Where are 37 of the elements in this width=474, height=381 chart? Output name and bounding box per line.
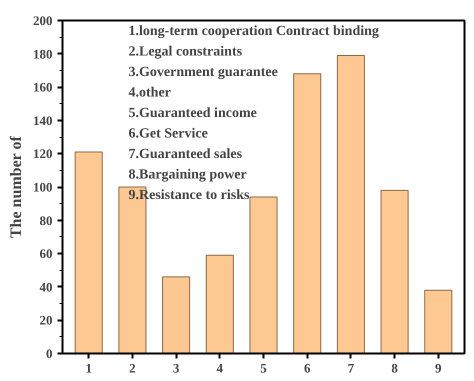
annotation: 4.other — [128, 86, 171, 100]
bar — [293, 73, 322, 354]
bar — [249, 196, 278, 354]
y-axis-title: The number of — [8, 136, 25, 238]
annotation: 7.Guaranteed sales — [128, 147, 243, 162]
annotation: 6.Get Service — [128, 126, 208, 142]
bar — [336, 54, 365, 354]
annotation: 8.Bargaining power — [128, 168, 247, 182]
bar — [206, 254, 234, 354]
x-tick-label: 4 — [216, 360, 224, 376]
bar — [162, 276, 190, 354]
y-tick-label: 0 — [46, 346, 52, 361]
y-tick-label: 60 — [40, 246, 52, 262]
x-tick-label: 6 — [304, 360, 311, 376]
annotation: 2.Legal constraints — [128, 44, 243, 60]
bar — [74, 152, 103, 354]
annotation: 1.long-term cooperation Contract binding — [128, 24, 379, 39]
y-tick-label: 80 — [40, 212, 52, 228]
annotation: 5.Guaranteed income — [128, 106, 257, 121]
bar — [424, 290, 452, 354]
x-tick-label: 7 — [348, 360, 355, 376]
annotation: 3.Government guarantee — [128, 65, 278, 80]
bar — [380, 190, 409, 354]
y-tick-label: 20 — [40, 312, 52, 328]
x-tick-label: 1 — [85, 360, 92, 376]
x-tick-label: 3 — [172, 360, 180, 376]
x-tick-label: 9 — [435, 360, 442, 376]
y-tick-label: 100 — [33, 180, 52, 194]
y-tick-label: 140 — [33, 112, 52, 128]
y-tick-label: 160 — [33, 80, 52, 95]
x-tick-label: 5 — [260, 360, 268, 376]
y-tick-label: 200 — [33, 13, 52, 28]
x-tick-label: 8 — [391, 360, 398, 376]
y-tick-label: 40 — [40, 279, 52, 294]
y-tick-label: 180 — [33, 46, 52, 62]
x-tick-label: 2 — [129, 360, 136, 376]
y-tick-label: 120 — [33, 146, 52, 162]
